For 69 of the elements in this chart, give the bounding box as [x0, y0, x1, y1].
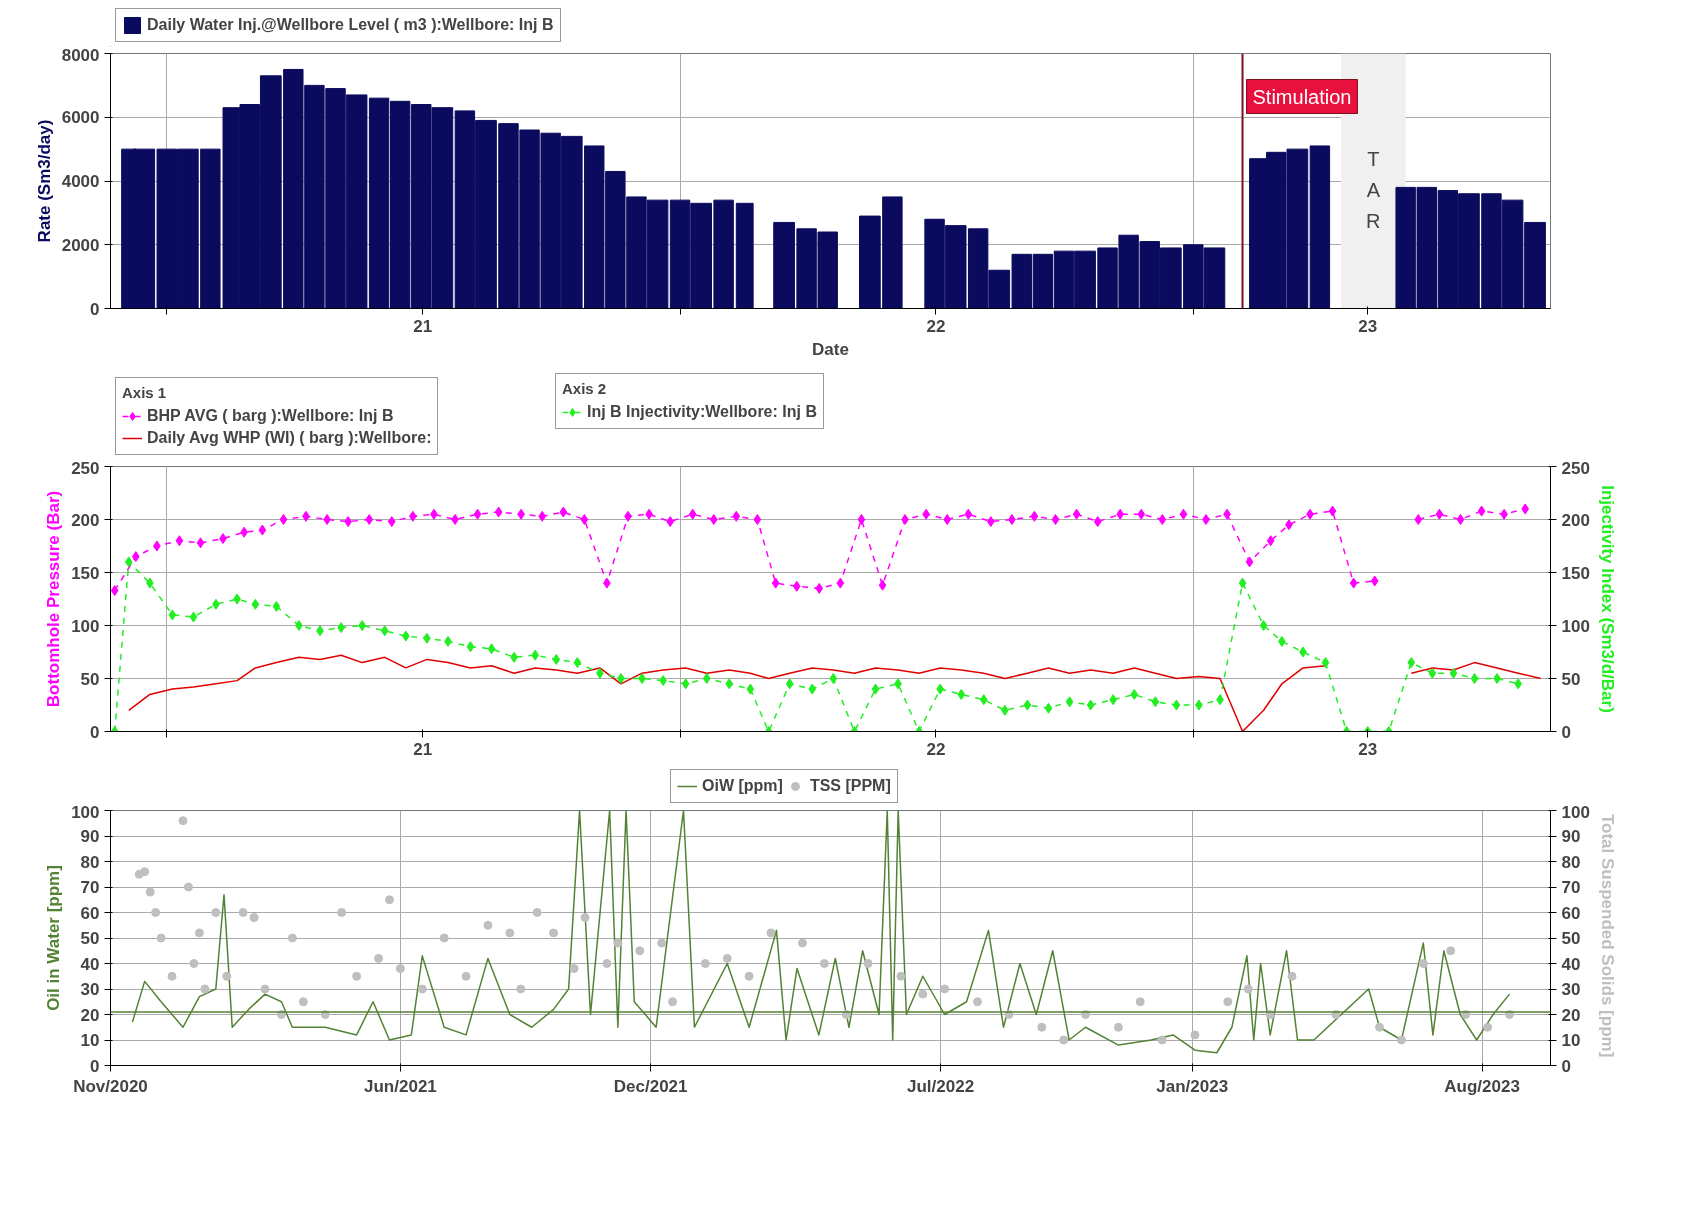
y2-tick-label: 50 [1561, 669, 1581, 689]
y2-tick-label: 150 [1561, 563, 1590, 583]
y-tick-label: 50 [80, 929, 100, 948]
x-tick-label: Jun/2021 [364, 1076, 437, 1096]
y-tick-label: 8000 [61, 45, 100, 65]
y-tick-label: 0 [90, 299, 100, 319]
x-tick-label: Jul/2022 [907, 1076, 975, 1096]
x-axis-title: Date [812, 339, 849, 359]
x-tick-label: 22 [926, 739, 946, 759]
text: Axis 2 [562, 380, 607, 397]
y-tick-label: 100 [71, 802, 100, 822]
y2-tick-label: 0 [1561, 1056, 1571, 1076]
y2-tick-label: 80 [1561, 852, 1581, 872]
y2-tick-label: 20 [1561, 1005, 1581, 1025]
y-tick-label: 30 [80, 980, 100, 999]
x-tick-label: Jan/2023 [1156, 1076, 1229, 1096]
y-tick-label: 0 [90, 722, 100, 742]
y2-axis-title: Total Suspended Solids [ppm] [1597, 813, 1617, 1058]
y-tick-label: 70 [80, 878, 100, 897]
y2-tick-label: 40 [1561, 954, 1581, 974]
y2-tick-label: 0 [1561, 722, 1571, 742]
y-tick-label: 40 [80, 954, 100, 974]
y-tick-label: 60 [80, 903, 100, 923]
y-tick-label: 6000 [61, 108, 100, 128]
y-tick-label: 4000 [61, 172, 100, 191]
legend-label: Daily Avg WHP (WI) ( barg ):Wellbore: [147, 429, 432, 447]
x-tick-label: 23 [1358, 316, 1378, 336]
x-tick-label: Aug/2023 [1444, 1076, 1520, 1096]
y-tick-label: 250 [71, 458, 100, 478]
band-label: TAR [1366, 148, 1381, 232]
y-tick-label: 80 [80, 852, 100, 872]
y2-tick-label: 60 [1561, 903, 1581, 923]
x-tick-label: 22 [926, 316, 946, 336]
y-tick-label: 2000 [61, 235, 100, 255]
y2-tick-label: 100 [1561, 616, 1590, 636]
y-tick-label: 10 [80, 1031, 100, 1050]
y2-tick-label: 250 [1561, 458, 1590, 478]
legend-label: Inj B Injectivity:Wellbore: Inj B [587, 403, 817, 421]
y2-tick-label: 70 [1561, 878, 1581, 897]
x-tick-label: Nov/2020 [73, 1076, 148, 1096]
y-tick-label: 150 [71, 563, 100, 583]
y-tick-label: 200 [71, 510, 100, 530]
text: Axis 1 [122, 384, 167, 401]
bar [735, 202, 754, 309]
y-tick-label: 0 [90, 1056, 100, 1076]
y2-axis-title: Injectivity Index (Sm3/d/Bar) [1597, 485, 1617, 713]
x-tick-label: 21 [413, 316, 433, 336]
y-tick-label: 50 [80, 669, 100, 689]
y2-tick-label: 100 [1561, 802, 1590, 822]
y-axis-title: Oil in Water [ppm] [44, 865, 64, 1011]
x-tick-label: Dec/2021 [613, 1076, 688, 1096]
y2-tick-label: 200 [1561, 510, 1590, 530]
y2-tick-label: 30 [1561, 980, 1581, 999]
y-tick-label: 90 [80, 827, 100, 846]
ref-line-label: Stimulation [1252, 85, 1352, 108]
legend-label: Daily Water Inj.@Wellbore Level ( m3 ):Wellbore: Inj B [147, 16, 554, 34]
legend-label: OiW [ppm] [702, 777, 783, 795]
x-tick-label: 21 [413, 739, 433, 759]
x-tick-label: 23 [1358, 739, 1378, 759]
y-tick-label: 20 [80, 1005, 100, 1025]
y-tick-label: 100 [71, 616, 100, 636]
bar [1309, 145, 1331, 309]
y2-tick-label: 50 [1561, 929, 1581, 948]
y-axis-title: Bottomhole Pressure (Bar) [44, 490, 64, 708]
legend-label: TSS [PPM] [809, 777, 891, 795]
legend-label: BHP AVG ( barg ):Wellbore: Inj B [147, 407, 394, 425]
y-axis-title: Rate (Sm3/day) [34, 119, 54, 243]
y2-tick-label: 90 [1561, 827, 1581, 846]
y2-tick-label: 10 [1561, 1031, 1581, 1050]
